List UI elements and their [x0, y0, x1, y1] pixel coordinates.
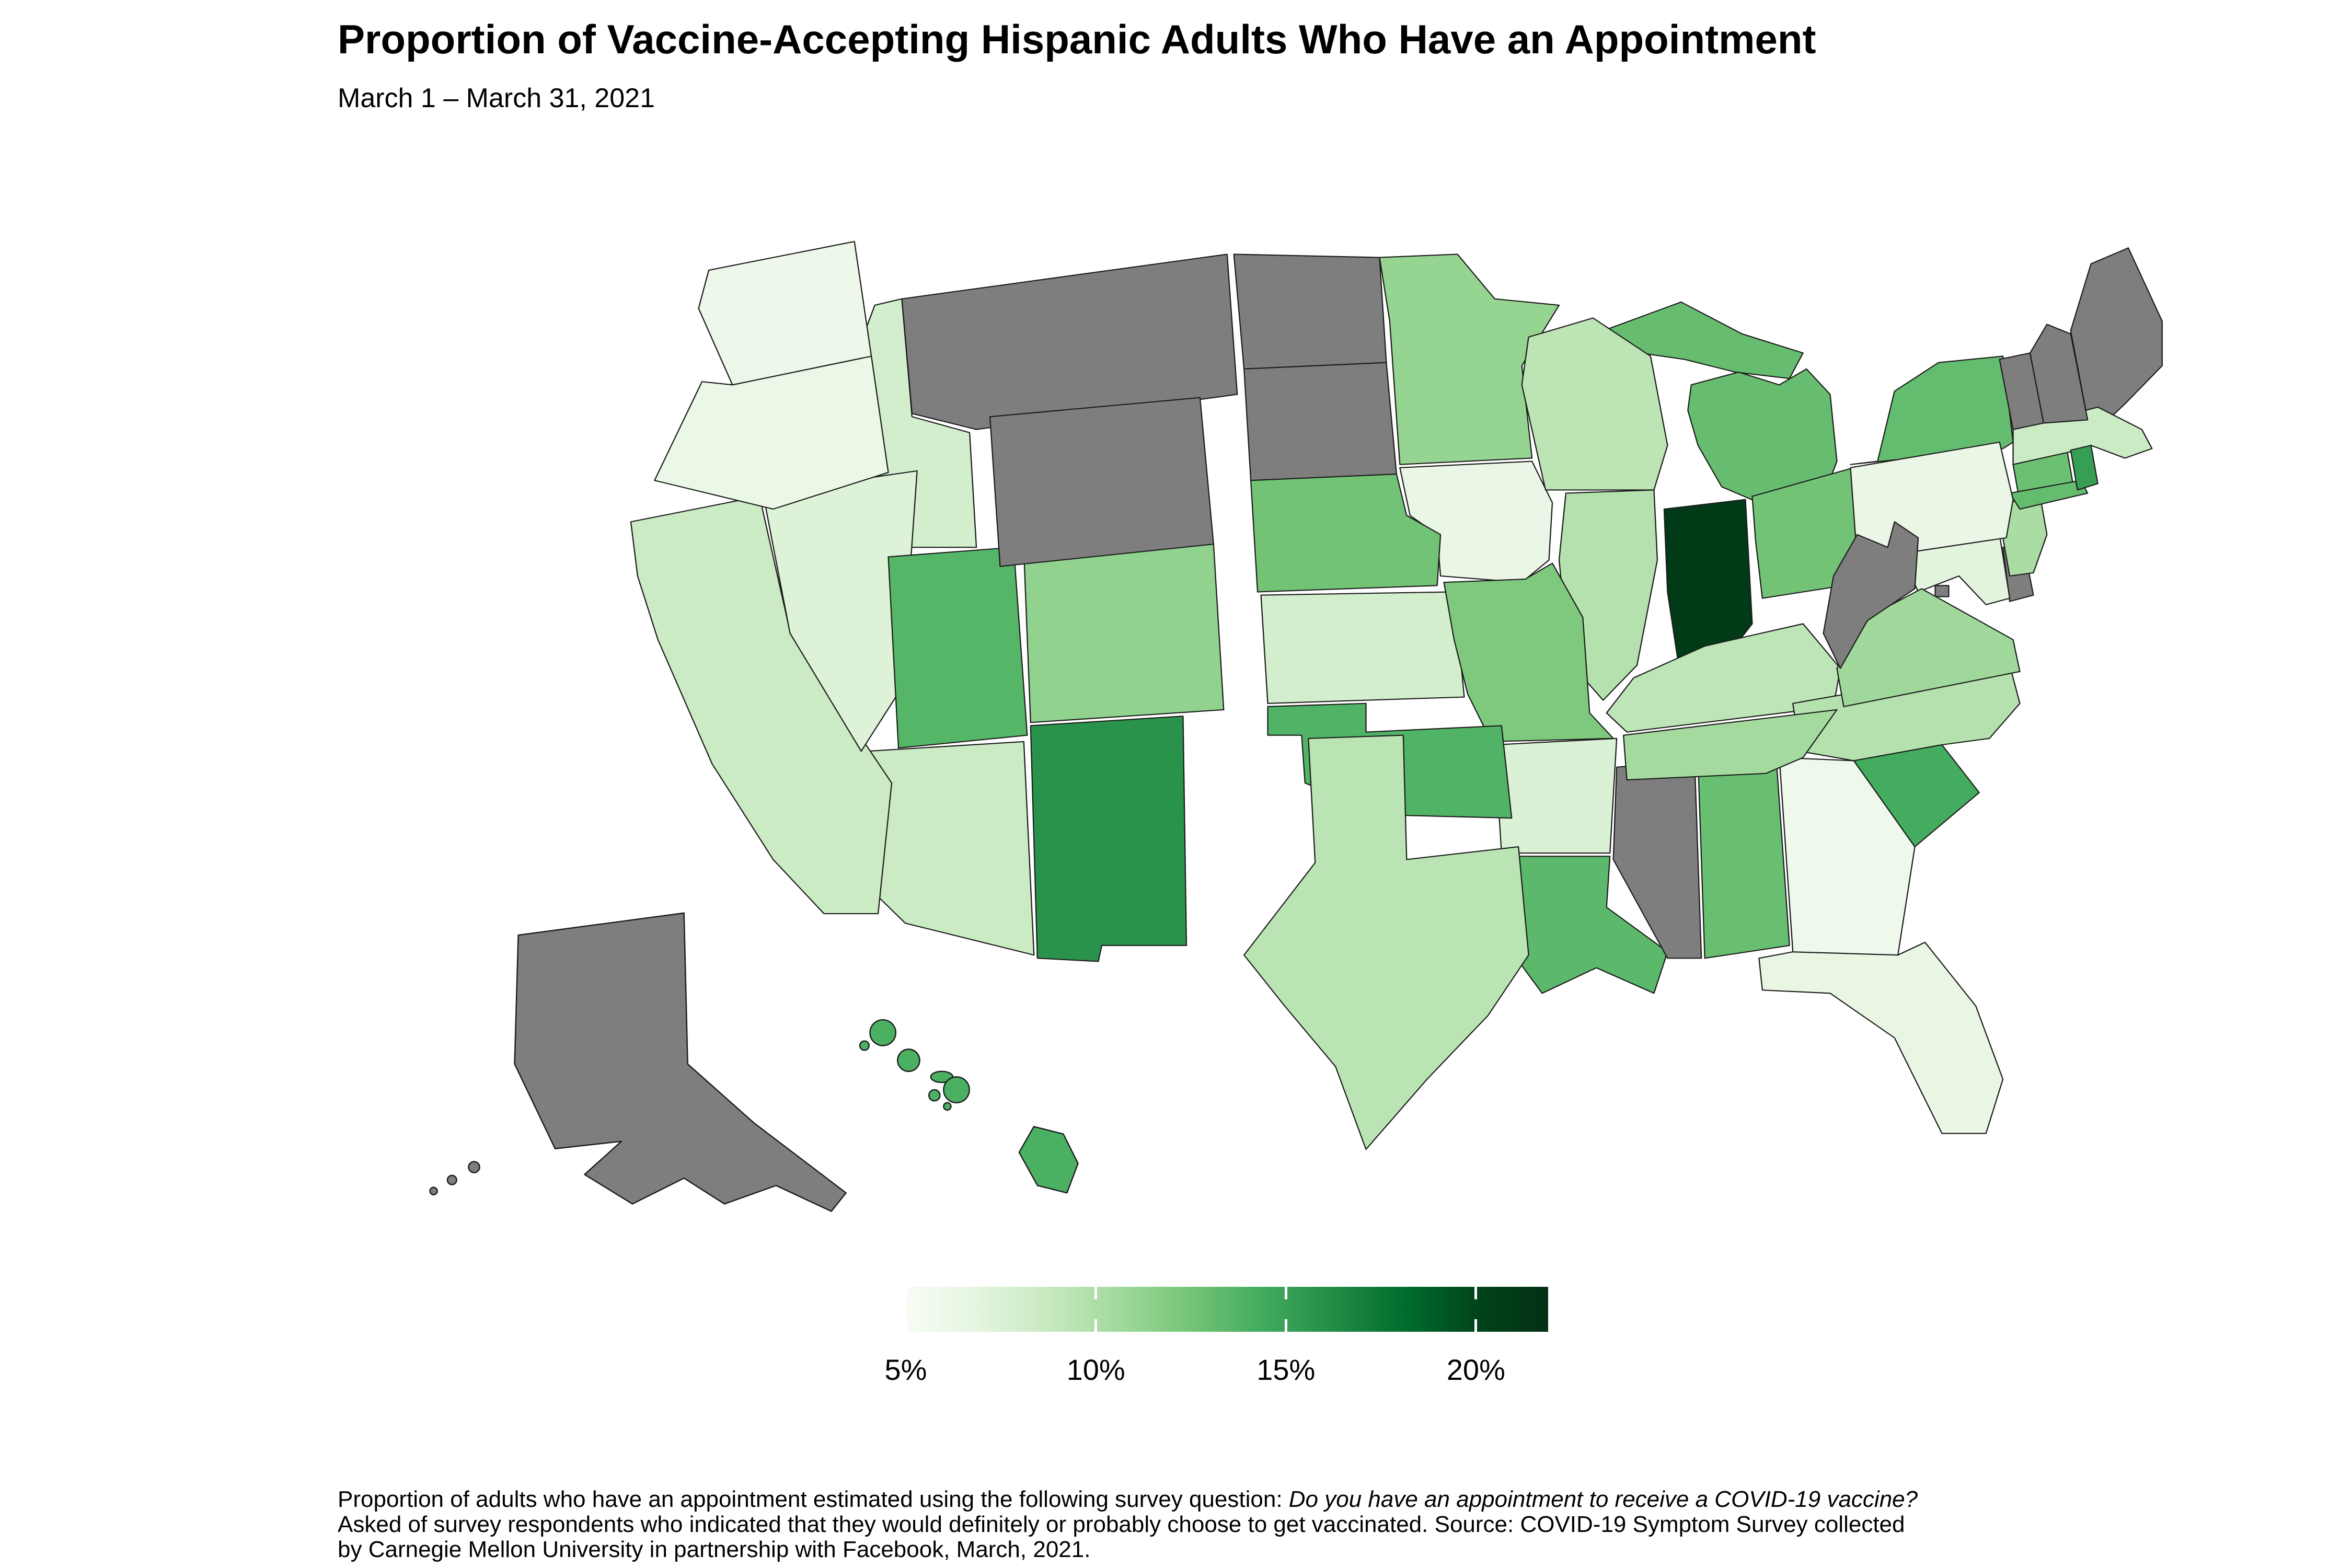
page-title: Proportion of Vaccine-Accepting Hispanic… [338, 16, 1816, 62]
state-wi [1521, 317, 1668, 491]
state-hi [869, 1019, 897, 1046]
map-conus-group [630, 241, 2163, 1150]
caption: Proportion of adults who have an appoint… [338, 1487, 1918, 1562]
state-ar [1494, 737, 1618, 854]
caption-line-1-italic-question: Do you have an appointment to receive a … [1288, 1486, 1918, 1512]
state-fl [1758, 941, 2004, 1134]
map-inset-group-alaska-hawaii [429, 912, 1079, 1212]
state-wv [1823, 521, 1919, 669]
us-map-svg [429, 241, 2163, 1212]
state-ak [514, 912, 847, 1212]
state-sc [1853, 744, 1980, 848]
state-ut [887, 547, 1028, 749]
state-ca [630, 495, 893, 915]
legend-tick-label: 5% [884, 1353, 927, 1386]
state-co [1023, 543, 1225, 723]
legend-tick-mark [1474, 1319, 1478, 1332]
legend-gradient-bar [904, 1287, 1548, 1332]
state-me [2070, 247, 2163, 424]
state-in [1663, 499, 1753, 660]
state-vt [1999, 352, 2045, 430]
legend-tick-mark [904, 1287, 907, 1299]
legend-tick-label: 20% [1446, 1353, 1505, 1386]
state-ny [2009, 480, 2089, 510]
state-nd [1233, 253, 1387, 370]
state-wy [989, 397, 1214, 567]
state-nm [1030, 716, 1187, 962]
state-mo [1443, 562, 1614, 742]
state-ak [468, 1161, 480, 1173]
color-legend: 5% 10% 15% 20% [885, 1287, 1548, 1407]
state-hi [928, 1089, 941, 1102]
legend-tick-mark [1094, 1287, 1098, 1299]
state-al [1697, 754, 1790, 959]
state-ri [2070, 445, 2099, 491]
state-tx [1243, 734, 1529, 1150]
state-sd [1243, 362, 1397, 481]
state-mn [1379, 253, 1560, 465]
state-ak [429, 1186, 438, 1196]
us-choropleth-map [408, 199, 2185, 1248]
state-hi [897, 1048, 920, 1073]
state-dc [1934, 585, 1950, 597]
state-ak [446, 1174, 457, 1185]
caption-line-3: by Carnegie Mellon University in partner… [338, 1537, 1091, 1562]
figure-subtitle: March 1 – March 31, 2021 [338, 83, 655, 113]
state-ky [1606, 623, 1841, 733]
legend-tick-mark [1284, 1319, 1287, 1332]
state-hi [1018, 1126, 1079, 1194]
caption-line-2: Asked of survey respondents who indicate… [338, 1512, 1905, 1537]
state-ga [1779, 757, 1916, 956]
state-ks [1260, 591, 1465, 704]
state-nv [762, 470, 918, 752]
caption-line-1: Proportion of adults who have an appoint… [338, 1487, 1918, 1512]
state-hi [943, 1102, 952, 1111]
legend-tick-mark [1474, 1287, 1478, 1299]
legend-tick-label: 15% [1256, 1353, 1316, 1386]
legend-tick-mark [904, 1319, 907, 1332]
legend-tick-mark [1284, 1287, 1287, 1299]
state-hi [943, 1076, 970, 1103]
legend-tick-label: 10% [1066, 1353, 1125, 1386]
state-wa [698, 241, 872, 386]
state-tn [1623, 709, 1838, 781]
state-hi [859, 1040, 870, 1051]
caption-line-1-plain: Proportion of adults who have an appoint… [338, 1486, 1289, 1512]
legend-tick-mark [1094, 1319, 1098, 1332]
